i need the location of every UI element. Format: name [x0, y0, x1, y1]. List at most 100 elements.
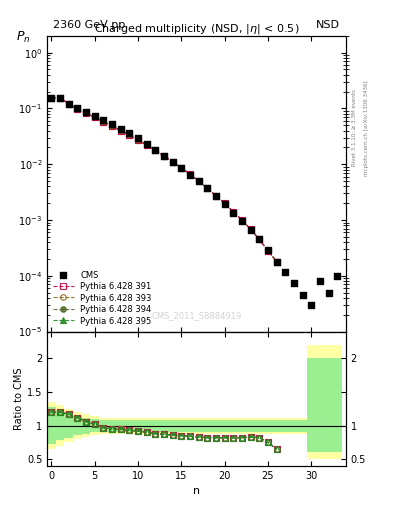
- Pythia 6.428 395: [49, 95, 54, 101]
- Pythia 6.428 393: [179, 165, 184, 171]
- Pythia 6.428 394: [274, 259, 279, 265]
- Pythia 6.428 393: [92, 114, 97, 120]
- Pythia 6.428 394: [248, 226, 253, 232]
- Pythia 6.428 395: [66, 101, 71, 107]
- Text: mcplots.cern.ch [arXiv:1306.3436]: mcplots.cern.ch [arXiv:1306.3436]: [364, 80, 369, 176]
- Pythia 6.428 391: [170, 159, 175, 165]
- CMS: [291, 279, 297, 287]
- Pythia 6.428 393: [153, 147, 158, 153]
- Y-axis label: Ratio to CMS: Ratio to CMS: [14, 368, 24, 430]
- Pythia 6.428 395: [101, 119, 106, 125]
- CMS: [83, 108, 89, 116]
- Pythia 6.428 393: [170, 159, 175, 165]
- Pythia 6.428 395: [266, 248, 270, 254]
- Y-axis label: $P_n$: $P_n$: [16, 30, 31, 45]
- Pythia 6.428 394: [58, 95, 62, 101]
- Pythia 6.428 393: [205, 185, 210, 191]
- Pythia 6.428 394: [144, 142, 149, 148]
- CMS: [187, 171, 193, 179]
- CMS: [239, 217, 245, 225]
- Pythia 6.428 391: [179, 165, 184, 171]
- Pythia 6.428 393: [196, 178, 201, 184]
- Pythia 6.428 395: [144, 142, 149, 148]
- CMS: [178, 164, 184, 172]
- Pythia 6.428 394: [84, 110, 88, 116]
- Pythia 6.428 394: [49, 95, 54, 101]
- Pythia 6.428 391: [127, 132, 132, 138]
- CMS: [282, 268, 288, 276]
- Pythia 6.428 391: [162, 153, 166, 159]
- Pythia 6.428 395: [170, 159, 175, 165]
- Pythia 6.428 394: [179, 165, 184, 171]
- CMS: [256, 235, 263, 243]
- Pythia 6.428 394: [196, 178, 201, 184]
- Pythia 6.428 393: [231, 209, 236, 215]
- Legend: CMS, Pythia 6.428 391, Pythia 6.428 393, Pythia 6.428 394, Pythia 6.428 395: CMS, Pythia 6.428 391, Pythia 6.428 393,…: [50, 267, 155, 329]
- Pythia 6.428 395: [222, 200, 227, 206]
- CMS: [109, 120, 115, 129]
- Pythia 6.428 393: [84, 110, 88, 116]
- Pythia 6.428 391: [58, 95, 62, 101]
- Pythia 6.428 394: [240, 217, 244, 223]
- Pythia 6.428 395: [127, 132, 132, 138]
- Pythia 6.428 393: [266, 248, 270, 254]
- Pythia 6.428 395: [58, 95, 62, 101]
- Pythia 6.428 391: [66, 101, 71, 107]
- Pythia 6.428 394: [205, 185, 210, 191]
- Pythia 6.428 394: [222, 200, 227, 206]
- Pythia 6.428 393: [248, 226, 253, 232]
- Pythia 6.428 395: [179, 165, 184, 171]
- Pythia 6.428 395: [231, 209, 236, 215]
- Title: Charged multiplicity (NSD, $|\eta|$ < 0.5): Charged multiplicity (NSD, $|\eta|$ < 0.…: [94, 22, 299, 36]
- Pythia 6.428 395: [214, 193, 219, 199]
- Pythia 6.428 395: [196, 178, 201, 184]
- X-axis label: n: n: [193, 486, 200, 496]
- Pythia 6.428 395: [153, 147, 158, 153]
- Pythia 6.428 391: [257, 236, 262, 242]
- Pythia 6.428 395: [274, 259, 279, 265]
- Pythia 6.428 393: [222, 200, 227, 206]
- Pythia 6.428 394: [266, 248, 270, 254]
- Pythia 6.428 394: [187, 171, 192, 177]
- Pythia 6.428 394: [153, 147, 158, 153]
- Pythia 6.428 394: [257, 236, 262, 242]
- CMS: [274, 258, 280, 266]
- CMS: [230, 208, 237, 217]
- Pythia 6.428 393: [162, 153, 166, 159]
- Pythia 6.428 393: [58, 95, 62, 101]
- Pythia 6.428 393: [257, 236, 262, 242]
- CMS: [299, 291, 306, 299]
- Pythia 6.428 391: [248, 226, 253, 232]
- Pythia 6.428 393: [214, 193, 219, 199]
- Text: 2360 GeV pp: 2360 GeV pp: [53, 20, 125, 30]
- CMS: [48, 94, 55, 102]
- Pythia 6.428 393: [118, 127, 123, 134]
- CMS: [126, 129, 132, 137]
- Pythia 6.428 393: [127, 132, 132, 138]
- Pythia 6.428 391: [92, 114, 97, 120]
- Pythia 6.428 391: [144, 142, 149, 148]
- CMS: [317, 277, 323, 285]
- Pythia 6.428 395: [205, 185, 210, 191]
- Pythia 6.428 391: [222, 200, 227, 206]
- Pythia 6.428 391: [240, 217, 244, 223]
- Pythia 6.428 391: [231, 209, 236, 215]
- Pythia 6.428 393: [187, 171, 192, 177]
- CMS: [135, 134, 141, 142]
- Pythia 6.428 393: [144, 142, 149, 148]
- CMS: [248, 226, 254, 234]
- Pythia 6.428 391: [101, 119, 106, 125]
- CMS: [204, 184, 211, 193]
- Line: Pythia 6.428 393: Pythia 6.428 393: [49, 95, 279, 264]
- Pythia 6.428 391: [49, 95, 54, 101]
- Pythia 6.428 394: [162, 153, 166, 159]
- CMS: [161, 152, 167, 160]
- Pythia 6.428 394: [101, 119, 106, 125]
- Pythia 6.428 395: [84, 110, 88, 116]
- Pythia 6.428 395: [118, 127, 123, 134]
- CMS: [308, 301, 314, 309]
- Pythia 6.428 393: [49, 95, 54, 101]
- Line: Pythia 6.428 394: Pythia 6.428 394: [49, 95, 279, 264]
- Pythia 6.428 393: [240, 217, 244, 223]
- Pythia 6.428 391: [136, 137, 140, 143]
